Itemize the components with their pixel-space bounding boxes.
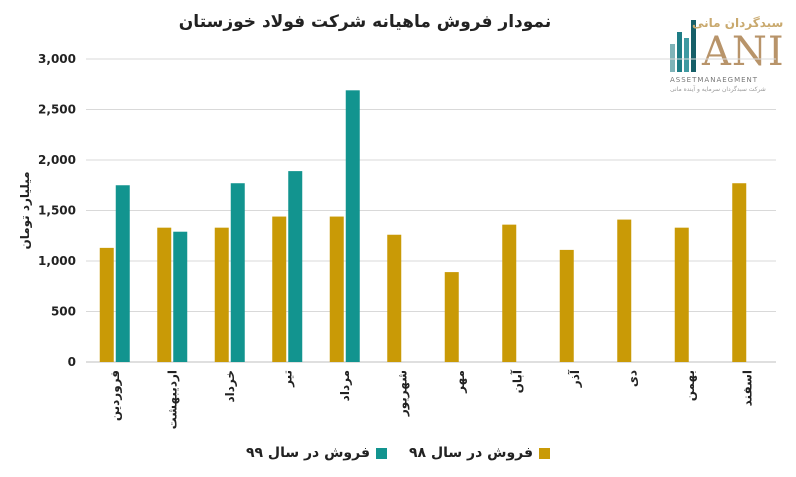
y-tick-label: 0 xyxy=(68,355,76,369)
bar-99 xyxy=(115,185,130,362)
logo-subtitle: ASSETMANAEGMENT xyxy=(670,76,759,84)
x-tick-label: مهر xyxy=(453,370,467,394)
x-tick-label: تیر xyxy=(280,370,294,388)
legend-item-99: فروش در سال ۹۹ xyxy=(246,445,387,461)
logo-bar xyxy=(691,20,696,72)
bar-98 xyxy=(99,247,114,362)
x-tick-label: بهمن xyxy=(683,370,697,401)
legend-swatch-98 xyxy=(539,447,551,459)
x-tick-label: آبان xyxy=(509,369,524,393)
x-tick-label: شهریور xyxy=(395,370,410,417)
bar-98 xyxy=(732,183,747,362)
bar-98 xyxy=(502,224,517,362)
bar-98 xyxy=(157,227,172,362)
y-tick-label: 1,500 xyxy=(38,204,76,218)
chart-title: نمودار فروش ماهیانه شرکت فولاد خوزستان xyxy=(178,12,552,32)
bar-chart: 0 500 1,000 1,500 2,000 2,500 3,000 میلیارد توم… xyxy=(18,52,776,429)
x-tick-label: آذر xyxy=(567,369,582,388)
y-tick-label: 1,000 xyxy=(38,254,76,268)
x-tick-label: اسفند xyxy=(740,370,754,406)
bar-98 xyxy=(559,249,574,362)
legend-swatch-99 xyxy=(376,447,387,459)
bar-98 xyxy=(444,272,459,362)
bar-99 xyxy=(345,90,360,362)
bar-98 xyxy=(387,234,402,362)
y-tick-label: 2,500 xyxy=(38,103,76,117)
bar-98 xyxy=(329,216,344,362)
logo-brand-text: سبدگردان مانی xyxy=(692,16,784,30)
x-tick-label: مرداد xyxy=(338,370,352,401)
bar-98 xyxy=(272,216,287,362)
logo-bar xyxy=(670,44,675,72)
logo-bar xyxy=(677,32,682,72)
bar-99 xyxy=(173,231,188,362)
legend-label-99: فروش در سال ۹۹ xyxy=(245,445,370,461)
company-logo: سبدگردان مانی ANI ASSETMANAEGMENT شرکت س… xyxy=(664,14,784,98)
y-axis-label: میلیارد تومان xyxy=(18,171,33,249)
y-tick-label: 2,000 xyxy=(38,153,76,167)
bar-98 xyxy=(674,227,689,362)
x-tick-label: فروردین xyxy=(108,370,123,421)
x-tick-label: خرداد xyxy=(223,370,237,403)
logo-letters: ANI xyxy=(702,29,785,75)
x-tick-label: اردیبهشت xyxy=(165,370,179,429)
y-tick-label: 500 xyxy=(51,305,76,319)
logo-tagline: شرکت سبدگردان سرمایه و آینده مانی xyxy=(670,86,766,93)
legend-item-98: فروش در سال ۹۸ xyxy=(409,445,551,461)
legend-label-98: فروش در سال ۹۸ xyxy=(409,445,534,461)
bar-98 xyxy=(617,219,632,362)
bar-99 xyxy=(230,183,245,362)
x-tick-label: دی xyxy=(625,370,639,387)
y-tick-label: 3,000 xyxy=(38,52,76,66)
logo-bar xyxy=(684,38,689,72)
legend: فروش در سال ۹۸ فروش در سال ۹۹ xyxy=(0,445,796,461)
bar-99 xyxy=(288,171,303,362)
bar-98 xyxy=(214,227,229,362)
